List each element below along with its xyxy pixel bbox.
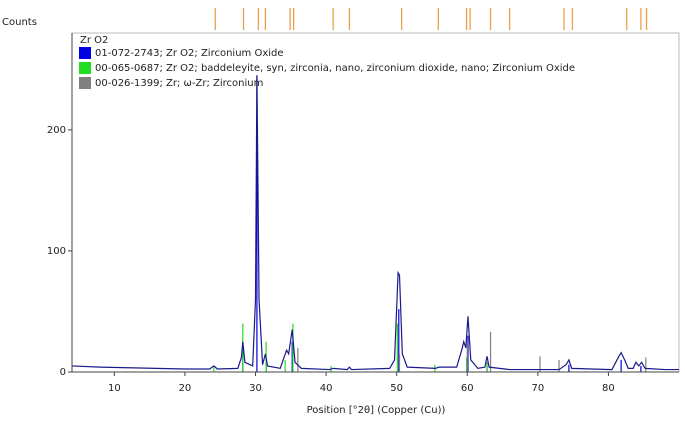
legend-label: 01-072-2743; Zr O2; Zirconium Oxide — [95, 48, 284, 59]
y-tick-label: 200 — [47, 125, 66, 136]
x-tick-label: 20 — [179, 383, 192, 394]
legend-swatch — [79, 47, 91, 59]
x-axis-label: Position [°2θ] (Copper (Cu)) — [307, 405, 446, 416]
legend-swatch — [79, 77, 91, 89]
x-tick-label: 50 — [390, 383, 403, 394]
legend-swatch — [79, 62, 91, 74]
legend-label: 00-026-1399; Zr; ω-Zr; Zirconium — [95, 78, 263, 89]
pattern-line — [71, 75, 679, 371]
legend-title: Zr O2 — [80, 35, 108, 46]
y-tick-label: 0 — [60, 367, 66, 378]
x-tick-label: 40 — [320, 383, 333, 394]
x-tick-label: 10 — [108, 383, 121, 394]
y-axis-label: Counts — [2, 17, 37, 28]
x-tick-label: 80 — [602, 383, 615, 394]
x-tick-label: 60 — [461, 383, 474, 394]
legend-label: 00-065-0687; Zr O2; baddeleyite, syn, zi… — [95, 63, 575, 74]
x-tick-label: 70 — [531, 383, 544, 394]
x-tick-label: 30 — [249, 383, 262, 394]
y-tick-label: 100 — [47, 246, 66, 257]
